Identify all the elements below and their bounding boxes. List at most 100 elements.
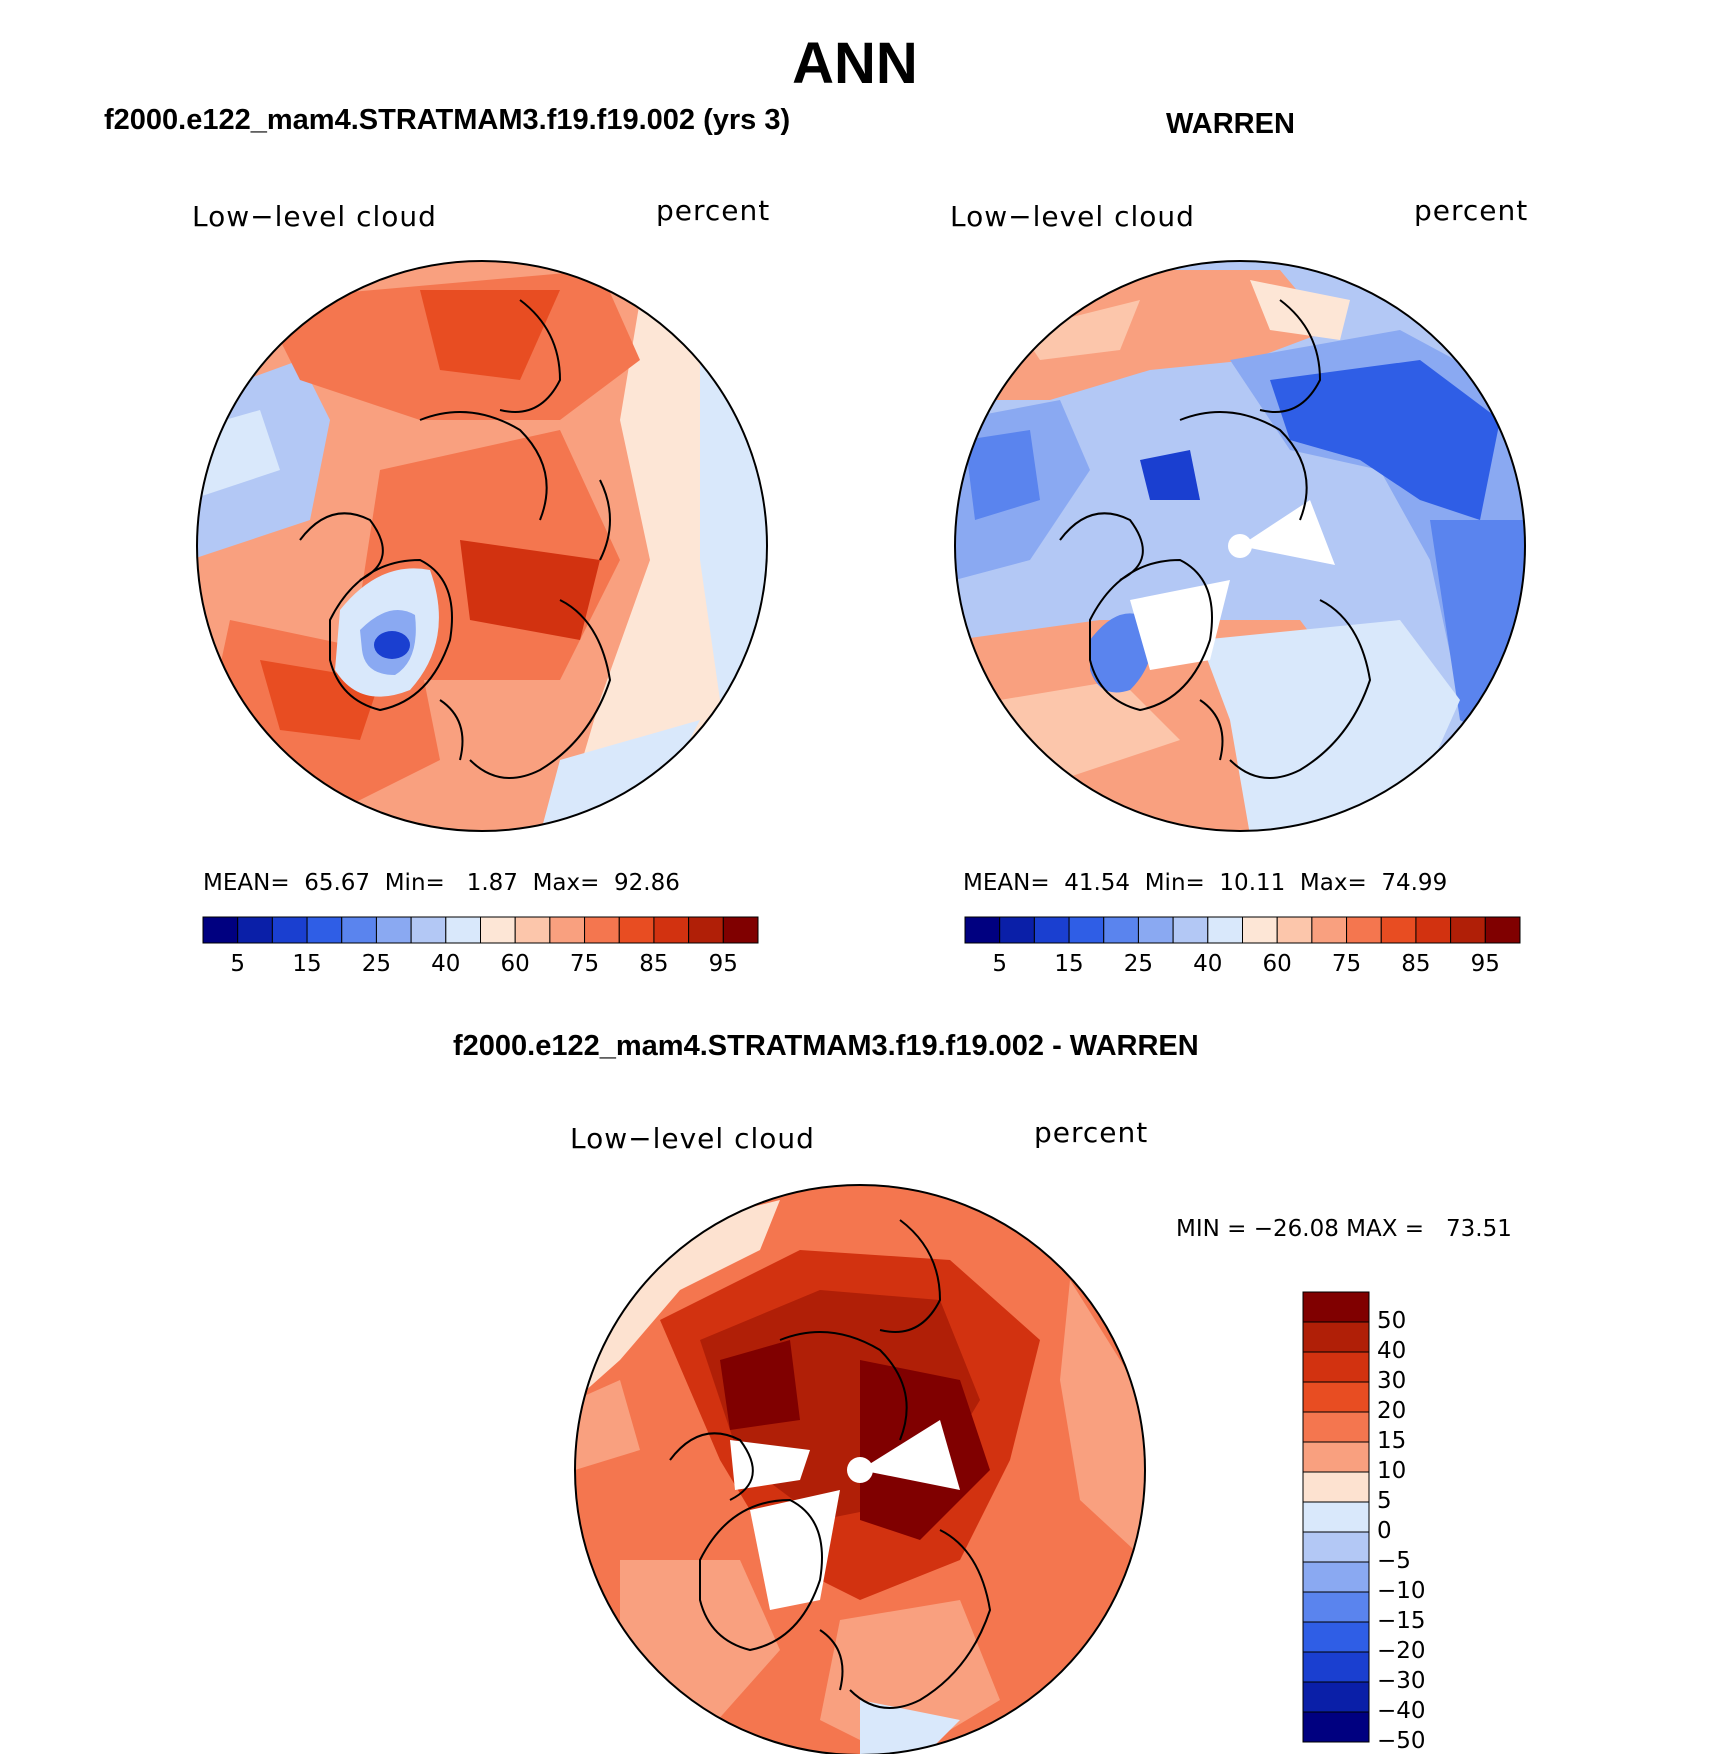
obs-min-value: 10.11 xyxy=(1219,870,1286,896)
diff-colorbar-swatch xyxy=(1302,1651,1370,1683)
diff-colorbar-swatch xyxy=(1302,1321,1370,1353)
diff-colorbar-tick-label: 20 xyxy=(1377,1398,1407,1424)
obs-mean-label: MEAN= xyxy=(963,870,1050,896)
obs-colorbar-tick-label: 75 xyxy=(1331,951,1362,977)
model-colorbar-swatch xyxy=(618,916,655,944)
diff-colorbar-tick-label: −10 xyxy=(1377,1578,1426,1604)
obs-max-value: 74.99 xyxy=(1381,870,1448,896)
diff-units-label: percent xyxy=(1034,1116,1149,1149)
model-colorbar-tick-label: 60 xyxy=(500,951,530,977)
model-colorbar-tick-label: 40 xyxy=(431,951,461,977)
obs-colorbar-swatch xyxy=(1346,916,1382,944)
obs-min-label: Min= xyxy=(1144,870,1205,896)
model-colorbar-swatch xyxy=(688,916,724,944)
obs-mean-value: 41.54 xyxy=(1064,870,1131,896)
diff-colorbar-tick-label: −50 xyxy=(1377,1728,1426,1754)
model-colorbar-swatch xyxy=(480,916,516,944)
figure-title: ANN xyxy=(792,31,918,96)
obs-colorbar-swatch xyxy=(1242,916,1278,944)
diff-colorbar-swatch xyxy=(1302,1351,1370,1383)
model-colorbar-tick-label: 15 xyxy=(292,951,322,977)
obs-stats: MEAN= 41.54 Min= 10.11 Max= 74.99 xyxy=(963,870,1447,896)
obs-colorbar-swatch xyxy=(1103,916,1139,944)
model-colorbar-swatch xyxy=(722,916,759,944)
model-colorbar-swatch xyxy=(237,916,273,944)
obs-units-label: percent xyxy=(1414,194,1529,227)
obs-colorbar-tick-label: 85 xyxy=(1401,951,1431,977)
model-max-value: 92.86 xyxy=(614,870,680,896)
model-units-label: percent xyxy=(656,194,771,227)
model-mean-label: MEAN= xyxy=(203,870,290,896)
model-colorbar-swatch xyxy=(584,916,620,944)
obs-colorbar-tick-label: 60 xyxy=(1262,951,1292,977)
model-colorbar-swatch xyxy=(202,916,239,944)
model-min-label: Min= xyxy=(384,870,445,896)
model-panel-title: f2000.e122_mam4.STRATMAM3.f19.f19.002 (y… xyxy=(104,104,791,136)
diff-colorbar-swatch xyxy=(1302,1411,1370,1443)
obs-colorbar-swatch xyxy=(1311,916,1348,944)
diff-colorbar-tick-label: 30 xyxy=(1377,1368,1407,1394)
diff-panel-title: f2000.e122_mam4.STRATMAM3.f19.f19.002 - … xyxy=(453,1030,1199,1062)
model-colorbar-swatch xyxy=(445,916,481,944)
diff-colorbar-swatch xyxy=(1302,1381,1370,1413)
diff-min-max: MIN = −26.08 MAX = 73.51 xyxy=(1176,1216,1512,1242)
obs-colorbar-swatch xyxy=(1415,916,1452,944)
model-stats: MEAN= 65.67 Min= 1.87 Max= 92.86 xyxy=(203,870,680,896)
model-mean-value: 65.67 xyxy=(304,870,371,896)
obs-colorbar-swatch xyxy=(1137,916,1174,944)
diff-colorbar-tick-label: −20 xyxy=(1377,1638,1426,1664)
obs-colorbar-swatch xyxy=(1450,916,1486,944)
diff-colorbar-swatch xyxy=(1302,1681,1370,1713)
model-colorbar-tick-label: 25 xyxy=(361,951,392,977)
model-colorbar-swatch xyxy=(410,916,447,944)
model-colorbar-tick-label: 75 xyxy=(569,951,600,977)
diff-colorbar-swatch xyxy=(1302,1591,1370,1623)
diff-colorbar-swatch xyxy=(1302,1471,1370,1503)
model-colorbar-swatch xyxy=(653,916,690,944)
model-colorbar-tick-label: 5 xyxy=(230,951,245,977)
obs-colorbar-swatch xyxy=(964,916,1001,944)
diff-colorbar-swatch xyxy=(1302,1501,1370,1533)
diff-variable-label: Low−level cloud xyxy=(570,1122,815,1155)
obs-colorbar-swatch xyxy=(1172,916,1209,944)
diff-colorbar-swatch xyxy=(1302,1711,1370,1743)
model-colorbar-swatch xyxy=(306,916,343,944)
model-colorbar-swatch xyxy=(341,916,377,944)
model-colorbar-swatch xyxy=(375,916,412,944)
diff-colorbar-swatch xyxy=(1302,1561,1370,1593)
diff-colorbar-tick-label: 5 xyxy=(1377,1488,1392,1514)
obs-colorbar-tick-label: 95 xyxy=(1470,951,1500,977)
diff-colorbar-tick-label: −40 xyxy=(1377,1698,1426,1724)
obs-colorbar-swatch xyxy=(1380,916,1417,944)
diff-colorbar-swatch xyxy=(1302,1531,1370,1563)
obs-colorbar-swatch xyxy=(1068,916,1105,944)
model-colorbar-swatch xyxy=(514,916,551,944)
obs-variable-label: Low−level cloud xyxy=(950,200,1195,233)
model-colorbar-swatch xyxy=(271,916,308,944)
model-colorbar-swatch xyxy=(549,916,586,944)
diff-colorbar-swatch xyxy=(1302,1441,1370,1473)
diff-colorbar-tick-label: 40 xyxy=(1377,1338,1407,1364)
obs-colorbar-swatch xyxy=(1033,916,1070,944)
diff-colorbar-tick-label: −30 xyxy=(1377,1668,1426,1694)
obs-colorbar-tick-label: 5 xyxy=(992,951,1007,977)
obs-colorbar-swatch xyxy=(1207,916,1243,944)
diff-colorbar-tick-label: −5 xyxy=(1377,1548,1411,1574)
obs-panel-title: WARREN xyxy=(1166,108,1295,140)
diff-colorbar-tick-label: 10 xyxy=(1377,1458,1407,1484)
obs-colorbar-tick-label: 25 xyxy=(1123,951,1154,977)
model-max-label: Max= xyxy=(532,870,600,896)
diff-colorbar-tick-label: 0 xyxy=(1377,1518,1392,1544)
obs-colorbar-swatch xyxy=(999,916,1035,944)
diff-colorbar-tick-label: 15 xyxy=(1377,1428,1407,1454)
obs-colorbar-swatch xyxy=(1484,916,1521,944)
obs-colorbar-swatch xyxy=(1276,916,1313,944)
model-colorbar-tick-label: 95 xyxy=(708,951,738,977)
model-colorbar-tick-label: 85 xyxy=(639,951,669,977)
model-min-value: 1.87 xyxy=(466,870,518,896)
diff-colorbar-tick-label: −15 xyxy=(1377,1608,1426,1634)
diff-colorbar-swatch xyxy=(1302,1291,1370,1323)
diff-colorbar-tick-label: 50 xyxy=(1377,1308,1407,1334)
obs-colorbar-tick-label: 40 xyxy=(1193,951,1223,977)
model-variable-label: Low−level cloud xyxy=(192,200,437,233)
